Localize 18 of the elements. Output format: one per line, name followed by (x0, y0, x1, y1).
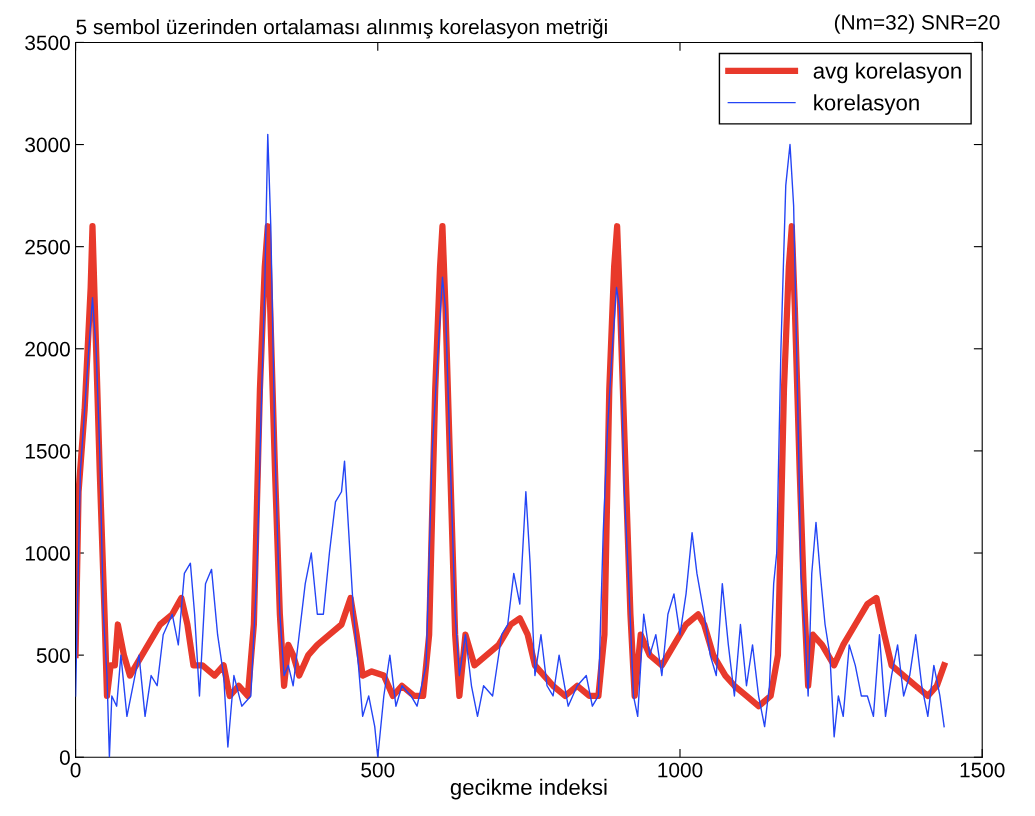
y-tick-label: 2500 (25, 239, 70, 255)
x-tick-label: 0 (70, 762, 81, 778)
y-tick-label: 3000 (25, 137, 70, 153)
text: (Nm=32) SNR=20 (834, 14, 1000, 34)
y-tick-label: 1500 (25, 443, 70, 459)
x-axis-title: gecikme indeksi (450, 778, 607, 800)
y-tick-label: 0 (59, 750, 70, 765)
x-tick-label: 1000 (658, 762, 703, 778)
y-tick-label: 2000 (25, 341, 70, 357)
y-tick-label: 1000 (25, 546, 70, 561)
x-tick-label: 1500 (960, 762, 1005, 778)
legend-label: avg korelasyon (813, 62, 961, 84)
y-tick-label: 500 (36, 648, 70, 663)
chart-title: 5 sembol üzerinden ortalaması alınmış korelasyon metriği (76, 18, 607, 39)
line-series (75, 133, 945, 758)
y-tick-label: 3500 (25, 35, 70, 51)
legend-label: korelasyon (814, 94, 919, 115)
x-tick-label: 500 (361, 762, 395, 778)
